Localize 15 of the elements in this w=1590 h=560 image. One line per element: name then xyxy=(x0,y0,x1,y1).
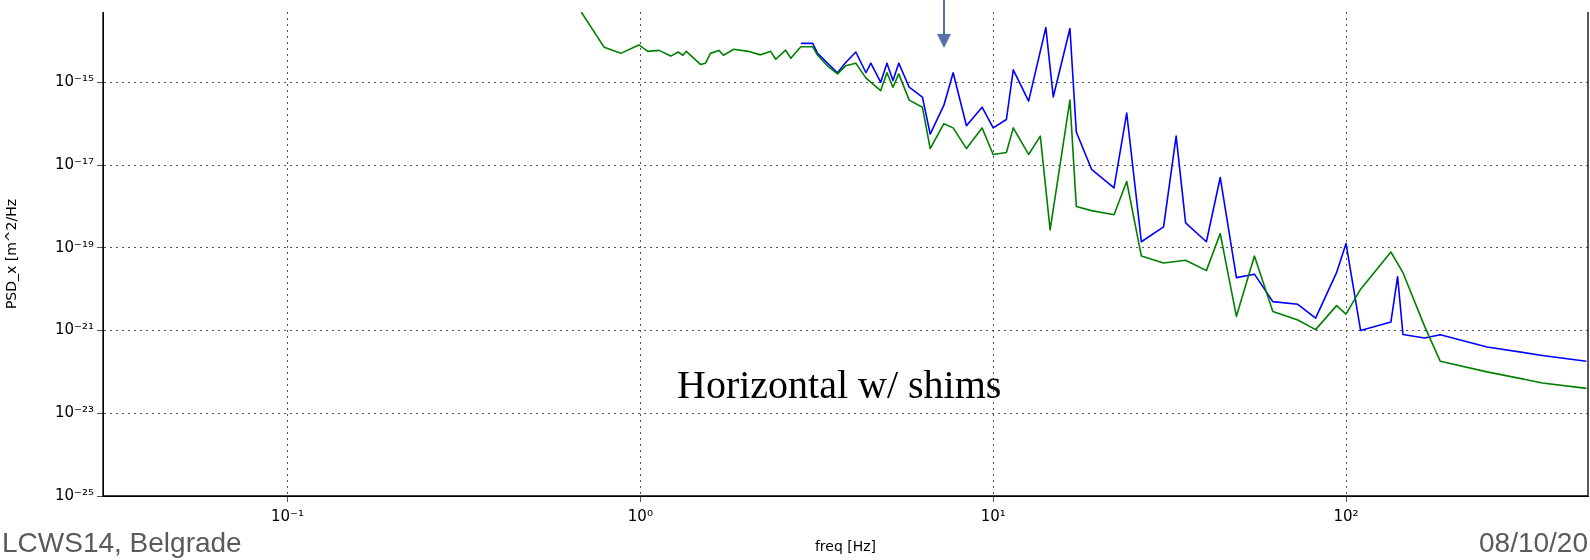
x-tick-label: 10¹ xyxy=(980,506,1006,525)
x-tick-label: 10² xyxy=(1333,506,1359,525)
x-tick-label: 10⁻¹ xyxy=(270,506,305,525)
annotation: Horizontal w/ shims xyxy=(677,362,1002,407)
y-tick-label: 10⁻²¹ xyxy=(54,320,94,339)
text: LCWS14, Belgrade xyxy=(2,527,242,558)
y-tick-label: 10⁻¹⁹ xyxy=(54,237,94,256)
y-tick-label: 10⁻¹⁵ xyxy=(54,72,94,91)
y-tick-label: 10⁻²³ xyxy=(54,403,94,422)
x-axis-title: freq [Hz] xyxy=(814,538,877,555)
x-tick-label: 10⁰ xyxy=(627,506,653,525)
text: 08/10/20 xyxy=(1479,527,1588,558)
y-axis-title: PSD_x [m^2/Hz xyxy=(3,198,20,310)
y-tick-label: 10⁻¹⁷ xyxy=(54,154,94,173)
y-tick-label: 10⁻²⁵ xyxy=(54,485,94,504)
